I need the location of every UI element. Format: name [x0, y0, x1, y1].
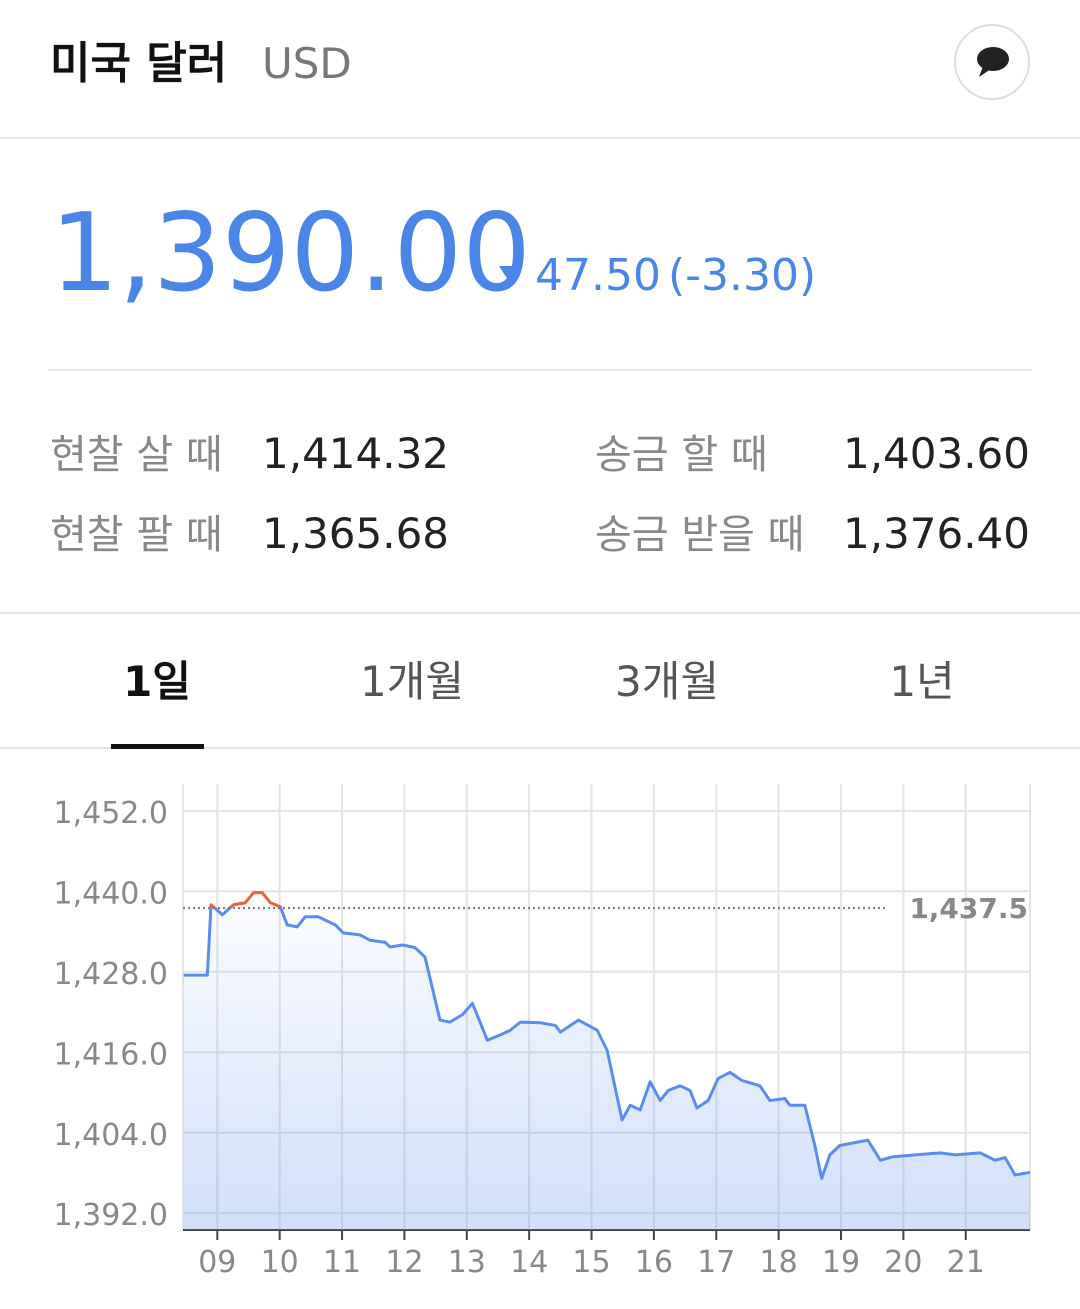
rate-label: 송금 받을 때: [595, 512, 804, 558]
y-tick-label: 1,440.0: [53, 876, 168, 911]
x-tick-label: 10: [261, 1245, 299, 1280]
x-tick-label: 12: [385, 1245, 423, 1280]
rate-value: 1,365.68: [262, 509, 449, 558]
rate-value: 1,376.40: [843, 509, 1030, 558]
reference-label: 1,437.5: [909, 892, 1028, 925]
comment-button[interactable]: [954, 24, 1030, 100]
tab[interactable]: 1년: [889, 657, 954, 706]
x-tick-label: 21: [947, 1245, 985, 1280]
chart: 1,392.0 1,404.0 1,416.0 1,428.0 1,440.0 1,452…: [53, 784, 1031, 1280]
x-tick-label: 16: [635, 1245, 673, 1280]
price: 1,390.00: [50, 191, 531, 316]
y-tick-label: 1,428.0: [53, 957, 168, 992]
x-tick-label: 19: [822, 1245, 860, 1280]
change-rate: (-3.30): [668, 250, 816, 301]
y-tick-label: 1,392.0: [53, 1198, 168, 1233]
currency-code: USD: [262, 39, 352, 88]
change: 47.50: [535, 250, 661, 301]
x-tick-label: 14: [510, 1245, 548, 1280]
rate-label: 현찰 팔 때: [50, 512, 223, 558]
line: [183, 891, 1031, 1180]
tab[interactable]: 3개월: [615, 657, 719, 706]
y-tick-label: 1,416.0: [53, 1037, 168, 1072]
down-arrow: [499, 266, 521, 283]
x-tick-label: 11: [323, 1245, 361, 1280]
tab-active[interactable]: 1일: [123, 657, 191, 706]
x-tick-label: 15: [572, 1245, 610, 1280]
rate-value: 1,403.60: [843, 429, 1030, 478]
y-tick-label: 1,404.0: [53, 1118, 168, 1153]
x-tick-label: 09: [198, 1245, 236, 1280]
rate-value: 1,414.32: [262, 429, 449, 478]
x-tick-label: 18: [760, 1245, 798, 1280]
y-tick-label: 1,452.0: [53, 796, 168, 831]
currency-title: 미국 달러: [50, 38, 227, 89]
x-tick-label: 13: [448, 1245, 486, 1280]
area: [183, 892, 1030, 1230]
tab-indicator: [111, 744, 204, 749]
rate-label: 현찰 살 때: [50, 432, 223, 478]
x-tick-label: 17: [697, 1245, 735, 1280]
tab[interactable]: 1개월: [360, 657, 464, 706]
rate-label: 송금 할 때: [595, 432, 768, 478]
x-tick-label: 20: [884, 1245, 922, 1280]
